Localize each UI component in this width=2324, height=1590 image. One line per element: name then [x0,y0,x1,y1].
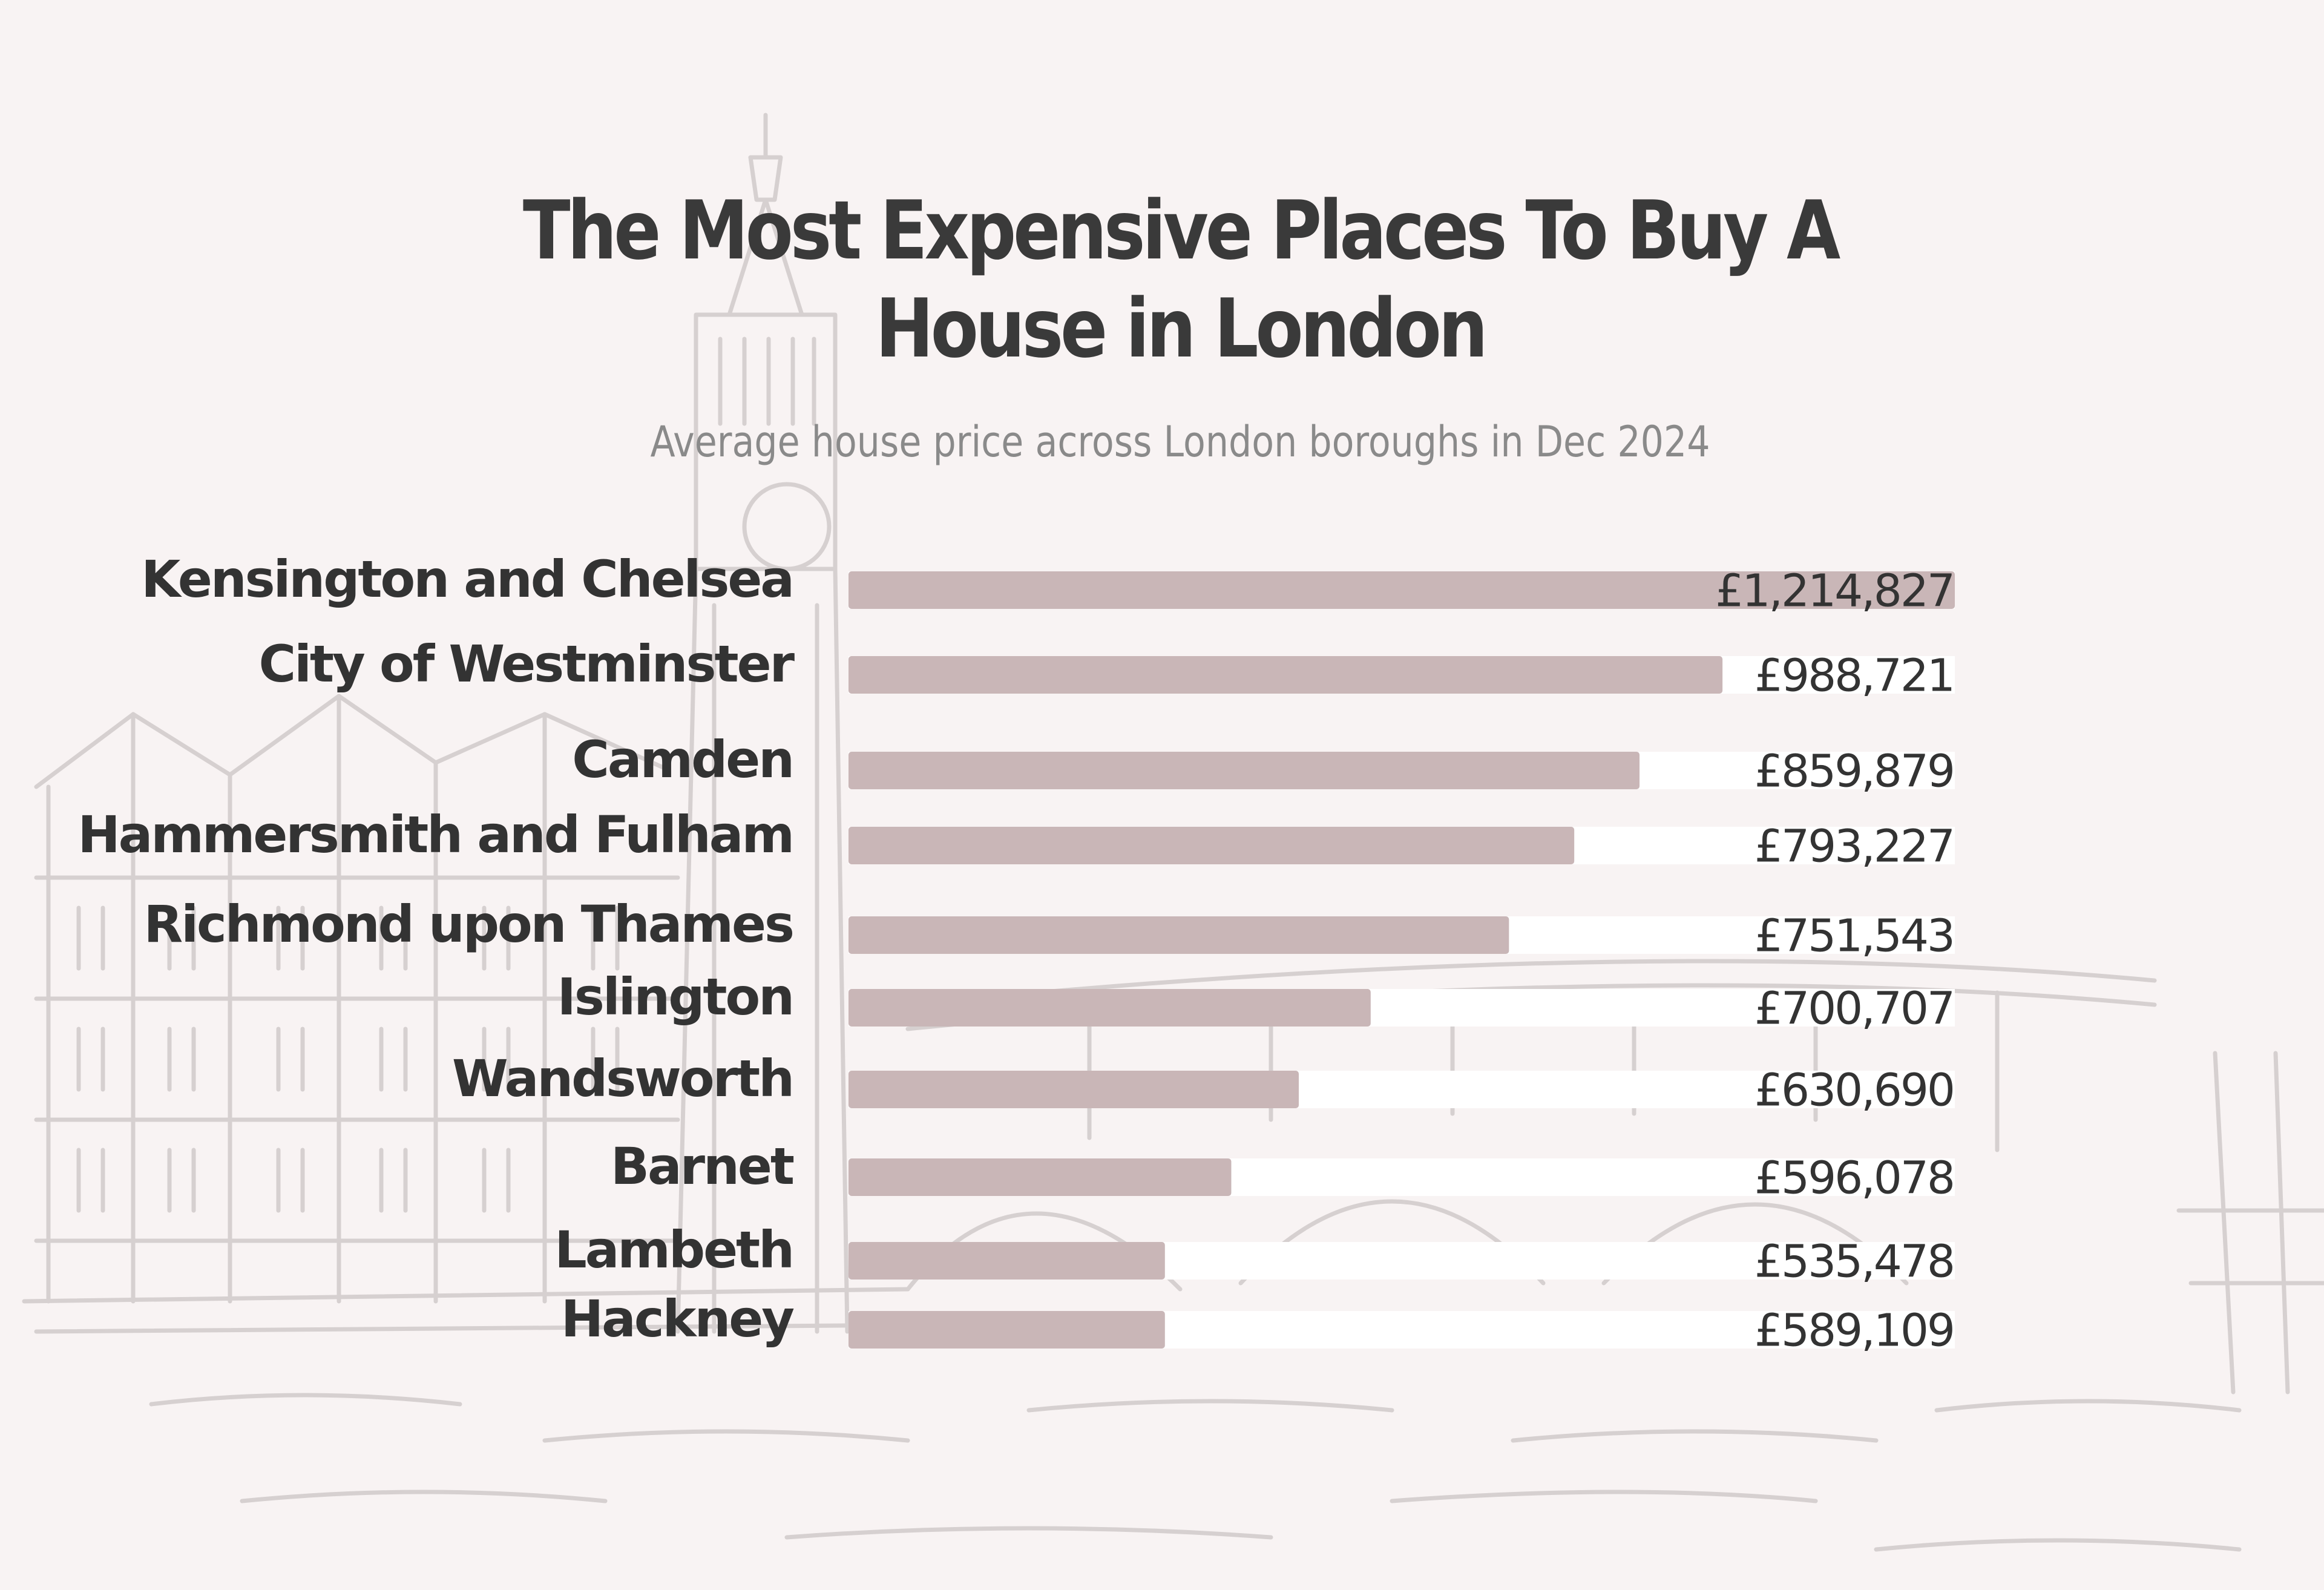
bar [849,656,1723,694]
bar [849,571,1955,609]
big-ben-clock-face [742,482,832,571]
category-label: Richmond upon Thames [144,895,793,954]
category-label: Lambeth [554,1220,793,1280]
bar [849,752,1640,789]
bar [849,916,1509,954]
category-label: Hackney [561,1289,794,1349]
chart-title: The Most Expensive Places To Buy A House… [522,183,1840,376]
embankment-line [22,1287,910,1334]
category-label: Hammersmith and Fulham [77,805,793,864]
value-label: £1,214,827 [1715,565,1954,617]
value-label: £700,707 [1754,983,1954,1035]
value-label: £630,690 [1754,1065,1954,1117]
bar [849,989,1371,1027]
bar [849,1311,1165,1349]
bar [849,827,1575,864]
river-ripples [149,1393,2242,1552]
bar [849,1158,1232,1196]
category-label: Wandsworth [452,1049,793,1108]
value-label: £535,478 [1754,1236,1954,1288]
value-label: £793,227 [1754,821,1954,873]
value-label: £988,721 [1754,650,1954,702]
category-label: Kensington and Chelsea [141,550,793,609]
chart-subtitle: Average house price across London boroug… [650,417,1710,467]
value-label: £751,543 [1754,910,1954,962]
category-label: Camden [572,730,793,789]
category-label: Barnet [611,1137,794,1196]
big-ben-shaft [675,567,850,1334]
bar [849,1071,1299,1108]
bar [849,1242,1165,1280]
category-label: City of Westminster [258,634,795,694]
big-ben-roof [727,197,804,317]
value-label: £589,109 [1754,1305,1954,1357]
bridge-tower [2176,1051,2324,1395]
value-label: £859,879 [1754,746,1954,798]
big-ben-spire [748,113,783,202]
value-label: £596,078 [1754,1152,1954,1204]
big-ben-clock-stage [694,312,838,571]
category-label: Islington [557,967,793,1027]
